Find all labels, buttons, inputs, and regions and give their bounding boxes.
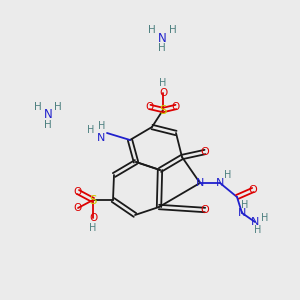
Text: O: O <box>74 187 82 197</box>
Text: H: H <box>34 102 42 112</box>
Text: H: H <box>158 43 166 53</box>
Text: O: O <box>201 205 209 215</box>
Text: S: S <box>159 103 167 116</box>
Text: O: O <box>159 88 167 98</box>
Text: O: O <box>146 102 154 112</box>
Text: H: H <box>89 223 97 233</box>
Text: O: O <box>172 102 180 112</box>
Text: H: H <box>261 213 269 223</box>
Text: N: N <box>44 109 52 122</box>
Text: S: S <box>89 194 97 206</box>
Text: H: H <box>54 102 62 112</box>
Text: O: O <box>89 213 97 223</box>
Text: N: N <box>158 32 166 44</box>
Text: N: N <box>238 208 246 218</box>
Text: N: N <box>97 133 105 143</box>
Text: H: H <box>159 78 167 88</box>
Text: H: H <box>224 170 232 180</box>
Text: N: N <box>216 178 224 188</box>
Text: O: O <box>74 203 82 213</box>
Text: H: H <box>98 121 106 131</box>
Text: O: O <box>249 185 257 195</box>
Text: N: N <box>251 217 259 227</box>
Text: H: H <box>254 225 262 235</box>
Text: H: H <box>87 125 95 135</box>
Text: H: H <box>169 25 177 35</box>
Text: O: O <box>201 147 209 157</box>
Text: H: H <box>148 25 156 35</box>
Text: H: H <box>44 120 52 130</box>
Text: H: H <box>241 200 249 210</box>
Text: N: N <box>196 178 204 188</box>
